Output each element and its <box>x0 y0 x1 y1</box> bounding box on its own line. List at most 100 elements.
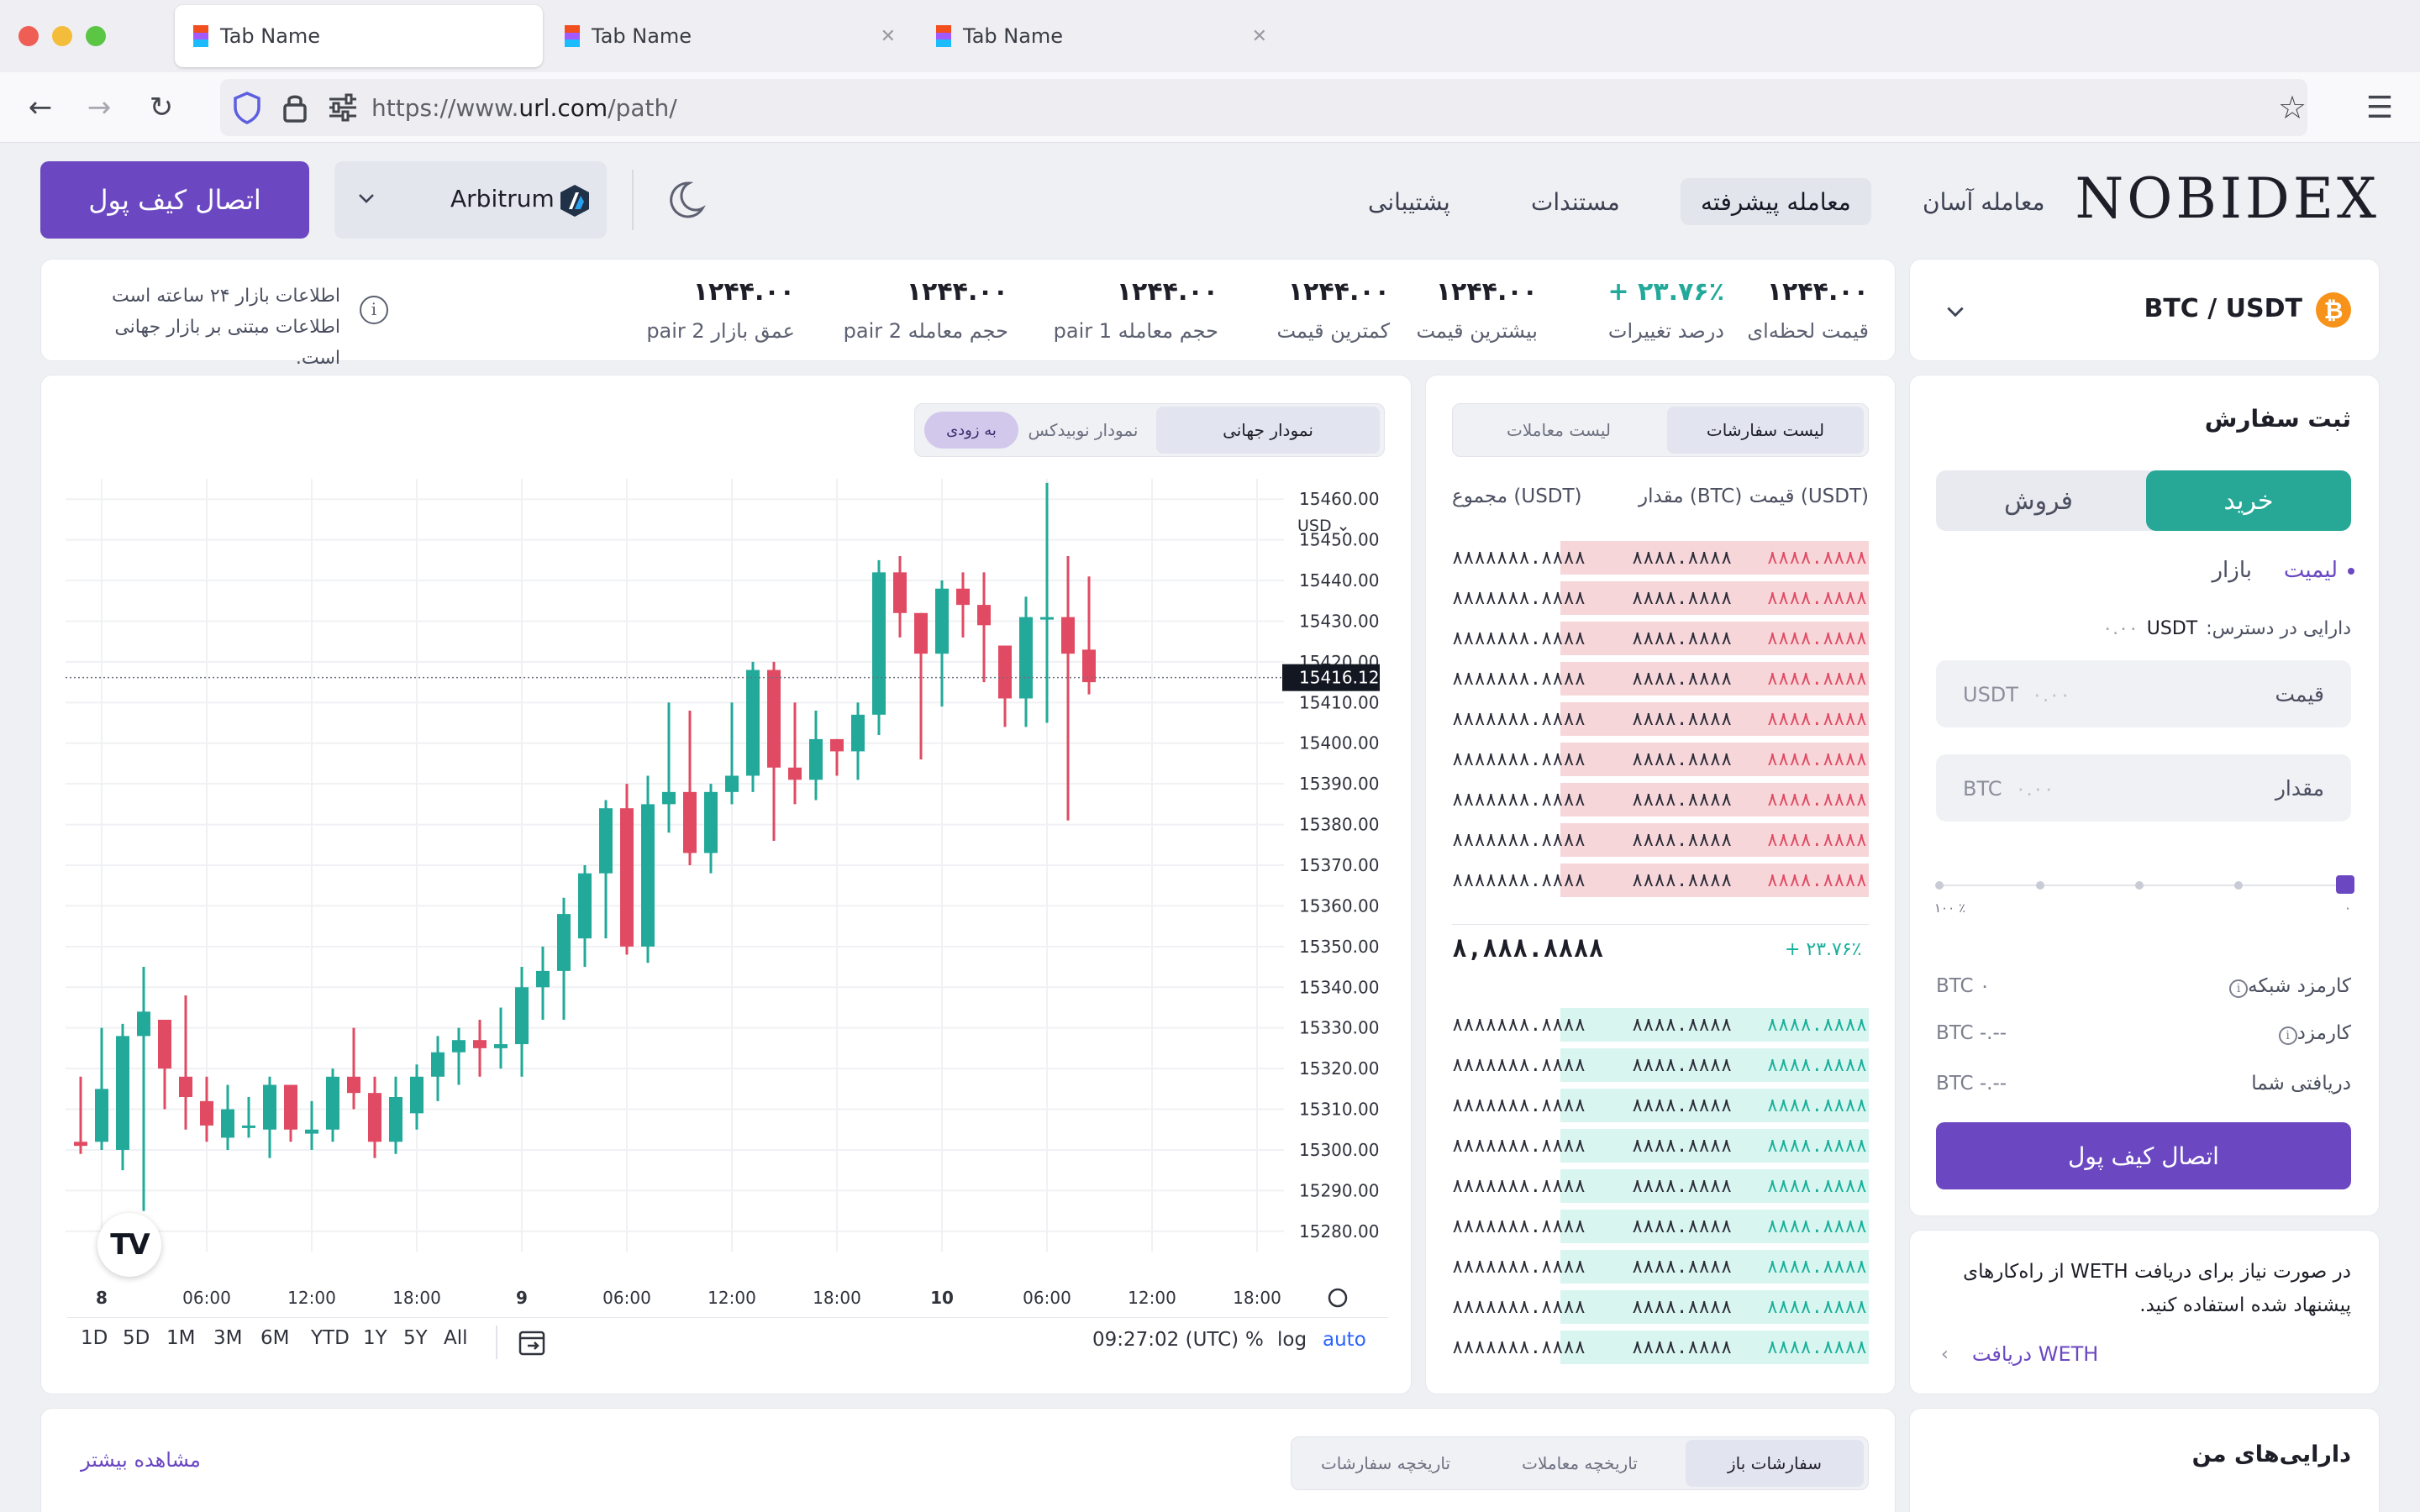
range-button-1d[interactable]: 1D <box>81 1327 108 1349</box>
orderbook-row[interactable]: ۸۸۸۸۸۸۸.۸۸۸۸ ۸۸۸۸.۸۸۸۸ ۸۸۸۸.۸۸۸۸ <box>1452 1247 1869 1287</box>
info-icon[interactable]: i <box>2278 1026 2297 1045</box>
date-range-icon[interactable] <box>516 1326 550 1359</box>
chevron-down-icon[interactable] <box>1944 301 1966 323</box>
range-button-5d[interactable]: 5D <box>123 1327 150 1349</box>
price-chart[interactable]: 15460.0015450.0015440.0015430.0015420.00… <box>66 479 1386 1319</box>
nav-easy-trade[interactable]: معامله آسان <box>1923 187 2045 216</box>
back-arrow-icon[interactable]: ← <box>28 91 53 124</box>
tab-nobidex-chart[interactable]: نمودار نوبیدکس <box>1028 420 1139 440</box>
tab-order-list[interactable]: لیست سفارشات <box>1667 407 1864 454</box>
forward-arrow-icon[interactable]: → <box>87 91 112 124</box>
row-total: ۸۸۸۸۸۸۸.۸۸۸۸ <box>1452 708 1586 730</box>
reload-icon[interactable]: ↻ <box>149 91 174 124</box>
minimize-window-icon[interactable] <box>52 26 72 46</box>
y-tick-label: 15450.00 <box>1299 530 1379 550</box>
tradingview-logo-icon[interactable]: TV <box>97 1213 161 1277</box>
close-tab-icon[interactable]: ✕ <box>880 25 896 47</box>
amount-input[interactable]: BTC ۰.۰۰ مقدار <box>1936 754 2351 822</box>
orderbook-row[interactable]: ۸۸۸۸۸۸۸.۸۸۸۸ ۸۸۸۸.۸۸۸۸ ۸۸۸۸.۸۸۸۸ <box>1452 1126 1869 1166</box>
orderbook-row[interactable]: ۸۸۸۸۸۸۸.۸۸۸۸ ۸۸۸۸.۸۸۸۸ ۸۸۸۸.۸۸۸۸ <box>1452 699 1869 739</box>
range-button-5y[interactable]: 5Y <box>403 1327 428 1349</box>
candle-body <box>746 669 760 776</box>
candle-body <box>200 1100 213 1126</box>
orderbook-row[interactable]: ۸۸۸۸۸۸۸.۸۸۸۸ ۸۸۸۸.۸۸۸۸ ۸۸۸۸.۸۸۸۸ <box>1452 1206 1869 1247</box>
address-bar[interactable]: https://www. url.com/path/ <box>220 79 2307 136</box>
orderbook-row[interactable]: ۸۸۸۸۸۸۸.۸۸۸۸ ۸۸۸۸.۸۸۸۸ ۸۸۸۸.۸۸۸۸ <box>1452 1166 1869 1206</box>
info-icon[interactable]: i <box>2229 979 2249 998</box>
order-connect-wallet-button[interactable]: اتصال کیف پول <box>1936 1122 2351 1189</box>
get-weth-link[interactable]: ‹ دریافت WETH <box>1941 1342 2098 1366</box>
price-input[interactable]: USDT ۰.۰۰ قیمت <box>1936 660 2351 727</box>
candle-body <box>872 572 886 715</box>
orderbook-row[interactable]: ۸۸۸۸۸۸۸.۸۸۸۸ ۸۸۸۸.۸۸۸۸ ۸۸۸۸.۸۸۸۸ <box>1452 659 1869 699</box>
lock-icon[interactable] <box>281 91 309 124</box>
tab-global-chart[interactable]: نمودار جهانی <box>1156 407 1380 454</box>
range-button-3m[interactable]: 3M <box>213 1327 243 1349</box>
shield-icon[interactable] <box>232 91 262 124</box>
amount-slider-handle[interactable] <box>2336 875 2354 894</box>
tab-open-orders[interactable]: سفارشات باز <box>1686 1440 1864 1487</box>
order-type-limit[interactable]: لیمیت <box>2283 558 2338 583</box>
range-button-1y[interactable]: 1Y <box>363 1327 387 1349</box>
page-settings-icon[interactable] <box>326 92 360 123</box>
orderbook-row[interactable]: ۸۸۸۸۸۸۸.۸۸۸۸ ۸۸۸۸.۸۸۸۸ ۸۸۸۸.۸۸۸۸ <box>1452 578 1869 618</box>
log-scale-button[interactable]: log <box>1277 1329 1307 1351</box>
depth-bar <box>1560 783 1869 816</box>
order-type-market[interactable]: بازار <box>2212 558 2253 583</box>
bookmark-star-icon[interactable]: ☆ <box>2277 89 2307 126</box>
range-button-6m[interactable]: 6M <box>260 1327 290 1349</box>
percent-scale-button[interactable]: % <box>1245 1329 1264 1351</box>
slider-step-dot[interactable] <box>2234 881 2243 890</box>
orderbook-row[interactable]: ۸۸۸۸۸۸۸.۸۸۸۸ ۸۸۸۸.۸۸۸۸ ۸۸۸۸.۸۸۸۸ <box>1452 618 1869 659</box>
slider-step-dot[interactable] <box>1935 881 1944 890</box>
tab-order-history[interactable]: تاریخچه سفارشات <box>1320 1453 1451 1473</box>
orderbook-row[interactable]: ۸۸۸۸۸۸۸.۸۸۸۸ ۸۸۸۸.۸۸۸۸ ۸۸۸۸.۸۸۸۸ <box>1452 860 1869 900</box>
close-tab-icon[interactable]: ✕ <box>1251 25 1267 47</box>
candle-body <box>1082 649 1096 683</box>
candle-body <box>95 1089 108 1142</box>
maximize-window-icon[interactable] <box>86 26 106 46</box>
brand-logo[interactable]: NOBIDEX <box>2075 166 2380 231</box>
range-button-all[interactable]: All <box>444 1327 468 1349</box>
slider-step-dot[interactable] <box>2036 881 2044 890</box>
tab-trade-history[interactable]: تاریخچه معاملات <box>1522 1453 1638 1473</box>
nav-support[interactable]: پشتیبانی <box>1368 187 1450 216</box>
range-button-ytd[interactable]: YTD <box>311 1327 350 1349</box>
orderbook-row[interactable]: ۸۸۸۸۸۸۸.۸۸۸۸ ۸۸۸۸.۸۸۸۸ ۸۸۸۸.۸۸۸۸ <box>1452 739 1869 780</box>
candle-body <box>410 1076 424 1114</box>
candle-body <box>851 714 865 752</box>
orderbook-row[interactable]: ۸۸۸۸۸۸۸.۸۸۸۸ ۸۸۸۸.۸۸۸۸ ۸۸۸۸.۸۸۸۸ <box>1452 1085 1869 1126</box>
x-tick-label: 06:00 <box>602 1288 651 1308</box>
buy-tab[interactable]: خرید <box>2146 470 2351 531</box>
my-assets-title: دارایی‌های من <box>2191 1441 2351 1467</box>
tab-trade-list[interactable]: لیست معاملات <box>1507 420 1611 440</box>
orderbook-row[interactable]: ۸۸۸۸۸۸۸.۸۸۸۸ ۸۸۸۸.۸۸۸۸ ۸۸۸۸.۸۸۸۸ <box>1452 1327 1869 1368</box>
auto-scale-button[interactable]: auto <box>1323 1329 1366 1351</box>
orderbook-row[interactable]: ۸۸۸۸۸۸۸.۸۸۸۸ ۸۸۸۸.۸۸۸۸ ۸۸۸۸.۸۸۸۸ <box>1452 780 1869 820</box>
menu-hamburger-icon[interactable]: ☰ <box>2365 90 2394 125</box>
slider-step-dot[interactable] <box>2135 881 2144 890</box>
row-price: ۸۸۸۸.۸۸۸۸ <box>1766 789 1867 811</box>
chart-settings-gear-icon[interactable] <box>1328 1288 1348 1308</box>
browser-tab[interactable]: Tab Name ✕ <box>918 5 1286 67</box>
orderbook-row[interactable]: ۸۸۸۸۸۸۸.۸۸۸۸ ۸۸۸۸.۸۸۸۸ ۸۸۸۸.۸۸۸۸ <box>1452 1005 1869 1045</box>
orderbook-row[interactable]: ۸۸۸۸۸۸۸.۸۸۸۸ ۸۸۸۸.۸۸۸۸ ۸۸۸۸.۸۸۸۸ <box>1452 1287 1869 1327</box>
orderbook-row[interactable]: ۸۸۸۸۸۸۸.۸۸۸۸ ۸۸۸۸.۸۸۸۸ ۸۸۸۸.۸۸۸۸ <box>1452 1045 1869 1085</box>
sell-tab[interactable]: فروش <box>2003 486 2073 516</box>
browser-tab[interactable]: Tab Name <box>175 5 543 67</box>
nav-docs[interactable]: مستندات <box>1531 187 1620 216</box>
close-window-icon[interactable] <box>18 26 39 46</box>
candle-body <box>641 804 655 947</box>
range-button-1m[interactable]: 1M <box>166 1327 196 1349</box>
see-more-link[interactable]: مشاهده بیشتر <box>81 1448 201 1472</box>
browser-tab[interactable]: Tab Name ✕ <box>546 5 914 67</box>
dark-mode-moon-icon[interactable] <box>664 178 708 222</box>
orderbook-row[interactable]: ۸۸۸۸۸۸۸.۸۸۸۸ ۸۸۸۸.۸۸۸۸ ۸۸۸۸.۸۸۸۸ <box>1452 820 1869 860</box>
candle-body <box>893 572 907 613</box>
nav-advanced-trade[interactable]: معامله پیشرفته <box>1681 178 1871 225</box>
pair-selector-card[interactable] <box>1909 259 2380 361</box>
info-icon[interactable]: i <box>360 296 388 324</box>
orderbook-row[interactable]: ۸۸۸۸۸۸۸.۸۸۸۸ ۸۸۸۸.۸۸۸۸ ۸۸۸۸.۸۸۸۸ <box>1452 538 1869 578</box>
connect-wallet-button[interactable]: اتصال کیف پول <box>40 161 309 239</box>
stat-label: حجم معامله pair 1 <box>1053 319 1218 343</box>
